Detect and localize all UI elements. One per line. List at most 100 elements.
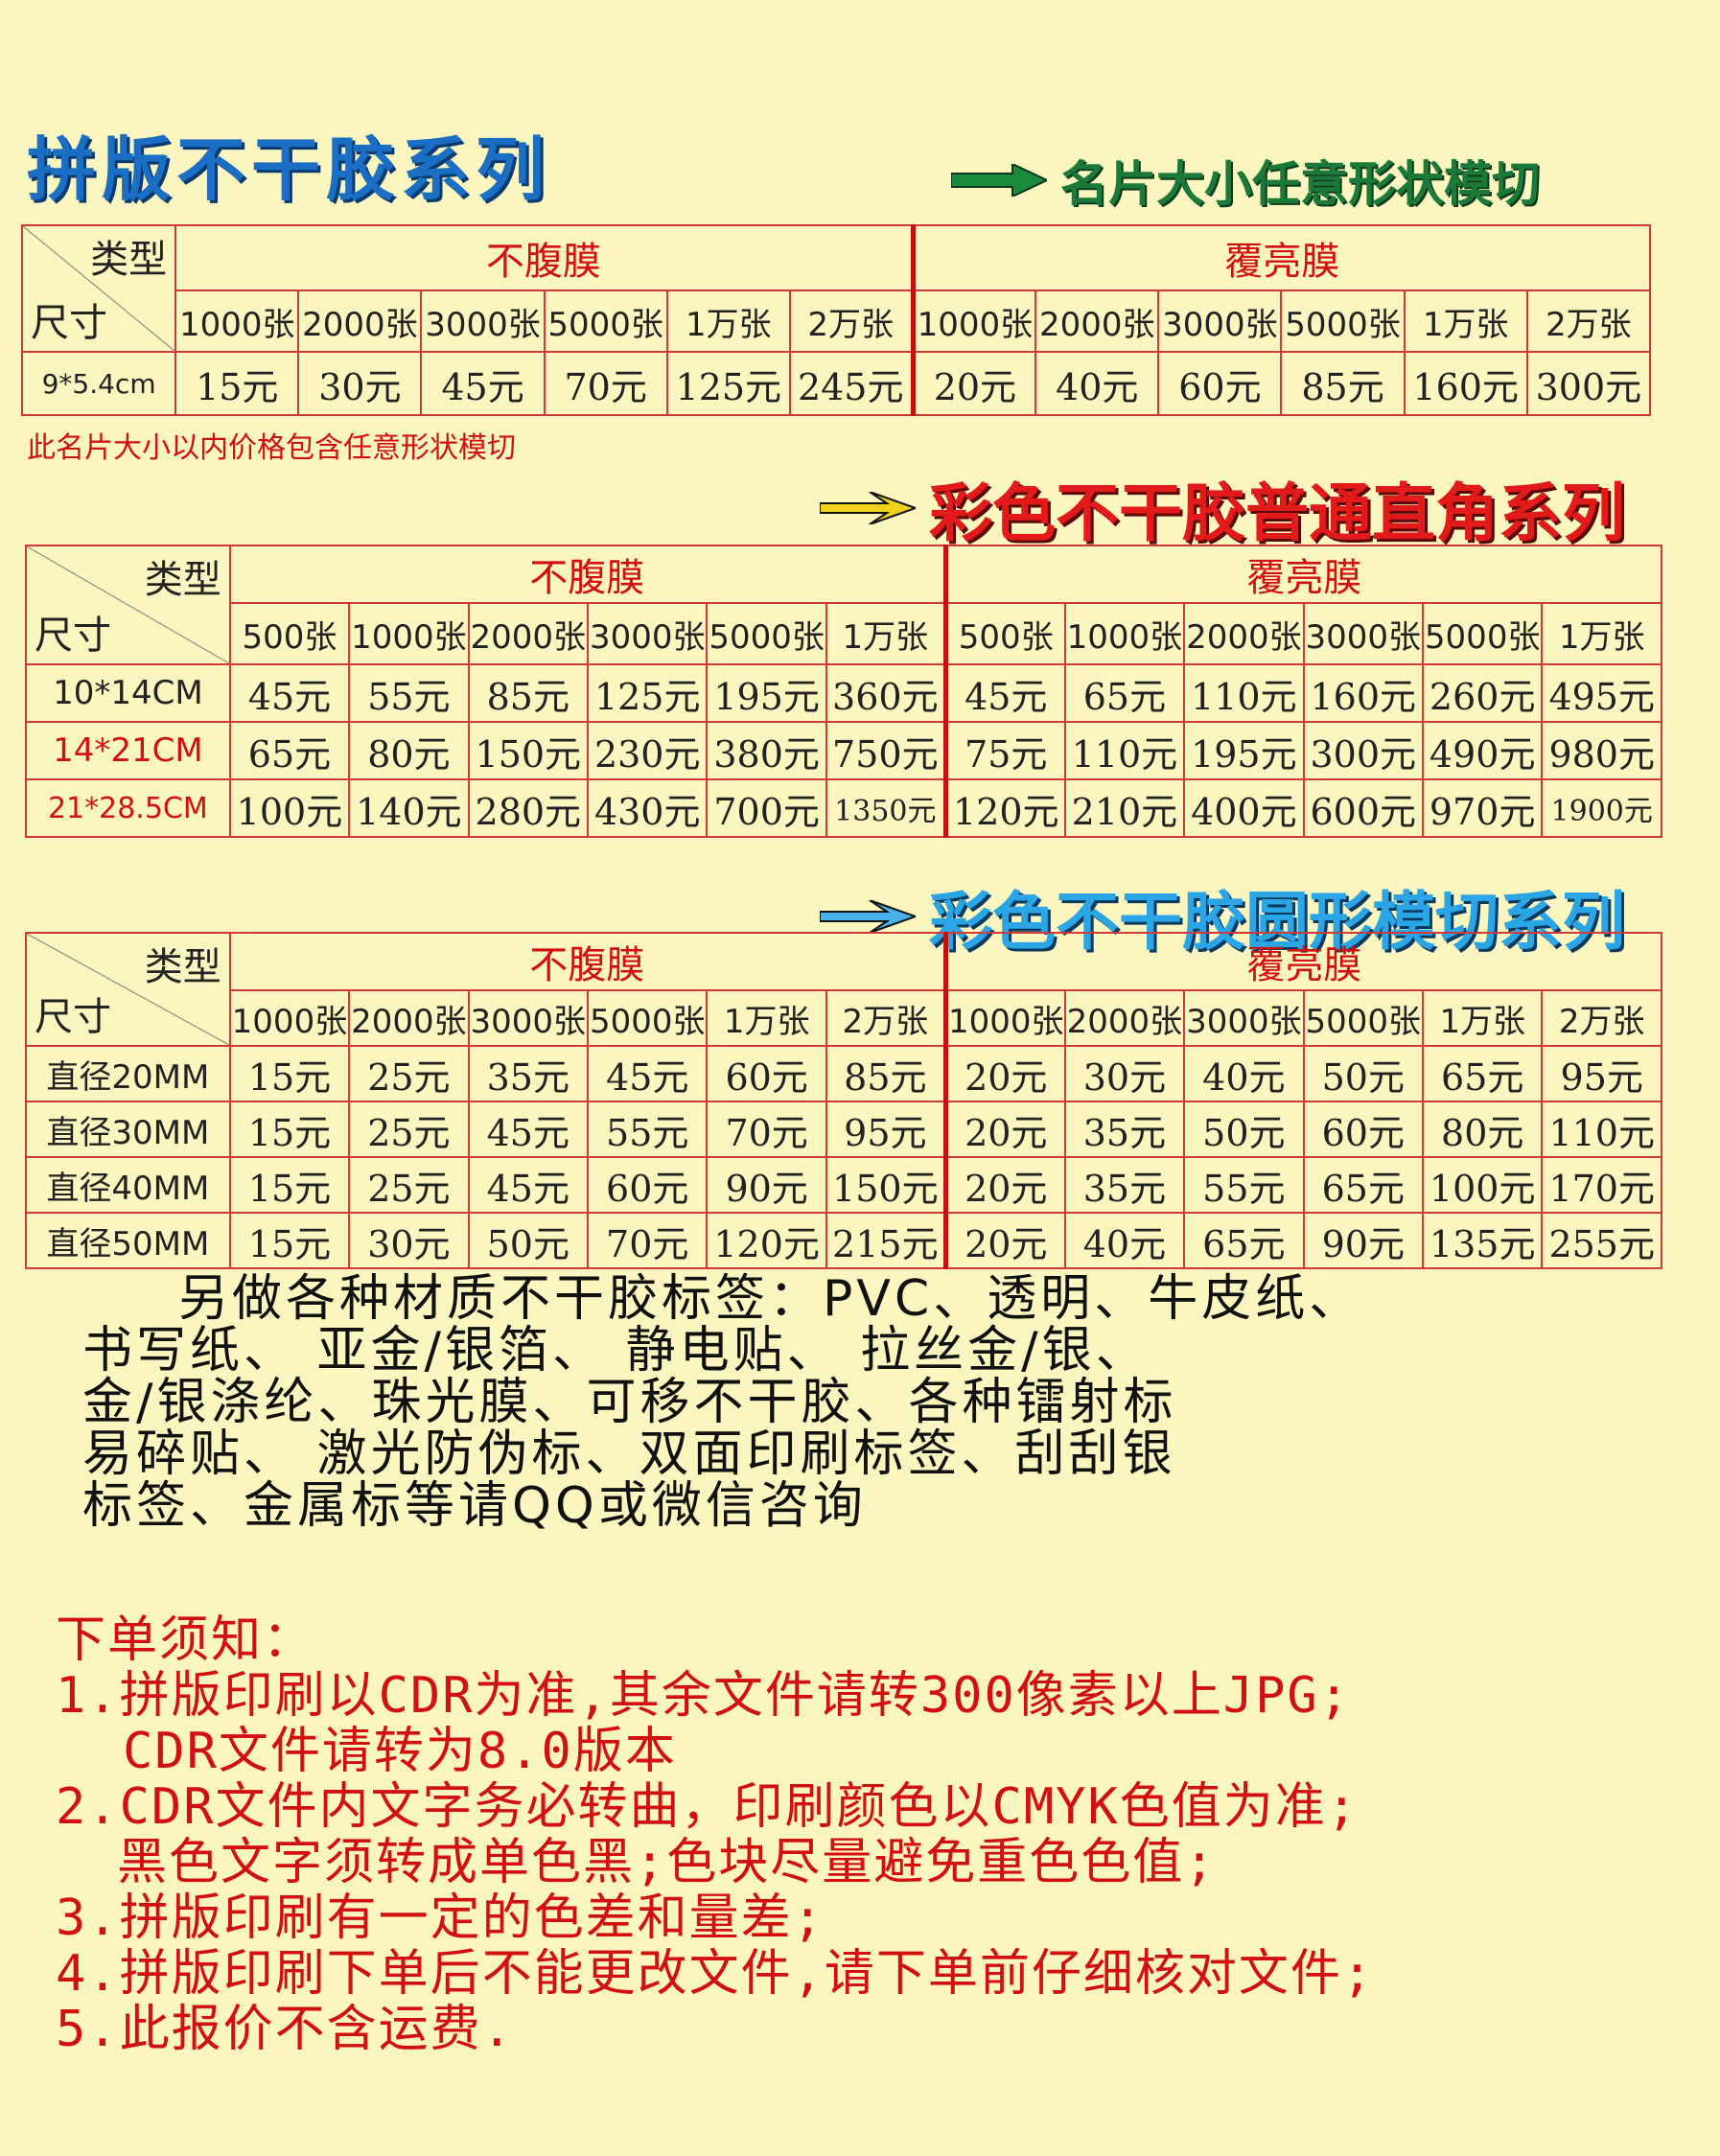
price-cell: 30元 — [297, 351, 423, 416]
price-cell: 70元 — [586, 1212, 709, 1269]
size-cell: 21*28.5CM — [25, 778, 231, 838]
materials-line: 书写纸、 亚金/银箔、 静电贴、 拉丝金/银、 — [82, 1322, 1150, 1379]
price-cell: 750元 — [825, 721, 948, 780]
price-cell: 245元 — [788, 351, 916, 416]
quantity-header: 3000张 — [1183, 989, 1305, 1047]
section-title: 彩色不干胶普通直角系列 — [929, 476, 1625, 550]
price-table-rectangle: 类型 尺寸 不腹膜 覆亮膜 500张 1000张 2000张 3000张 500… — [25, 545, 1662, 838]
price-cell: 360元 — [825, 663, 948, 723]
price-cell: 60元 — [706, 1045, 827, 1102]
table-row: 21*28.5CM 100元 140元 280元 430元 700元 1350元… — [25, 778, 1662, 838]
price-cell: 50元 — [1302, 1045, 1424, 1102]
quantity-header: 2万张 — [788, 290, 916, 353]
price-cell: 380元 — [706, 721, 827, 780]
group-header-gloss-film: 覆亮膜 — [912, 224, 1651, 291]
price-cell: 85元 — [1280, 351, 1406, 416]
price-cell: 260元 — [1421, 663, 1544, 723]
price-cell: 140元 — [348, 778, 470, 838]
quantity-header: 2万张 — [825, 989, 948, 1047]
price-cell: 60元 — [1302, 1101, 1424, 1158]
table-row: 直径50MM 15元 30元 50元 70元 120元 215元 20元 40元… — [25, 1212, 1662, 1269]
arrow-right-blue-icon — [820, 900, 916, 933]
price-cell: 80元 — [1421, 1101, 1544, 1158]
page-title: 拼版不干胶系列 — [27, 129, 551, 210]
price-cell: 80元 — [348, 721, 470, 780]
price-cell: 95元 — [1541, 1045, 1662, 1102]
price-cell: 280元 — [467, 778, 590, 838]
notice-line: 3.拼版印刷有一定的色差和量差; — [56, 1889, 825, 1947]
quantity-header: 3000张 — [467, 989, 590, 1047]
size-cell: 9*5.4cm — [20, 351, 177, 416]
price-cell: 100元 — [1421, 1156, 1544, 1214]
quantity-header: 5000张 — [586, 989, 709, 1047]
quantity-header: 5000张 — [1280, 290, 1406, 353]
price-cell: 255元 — [1541, 1212, 1662, 1269]
price-cell: 65元 — [1183, 1212, 1305, 1269]
quantity-header: 2000张 — [467, 602, 590, 665]
price-cell: 210元 — [1063, 778, 1186, 838]
section-header-rectangle: 彩色不干胶普通直角系列 — [820, 462, 1625, 554]
quantity-header: 5000张 — [706, 602, 827, 665]
group-header-no-film: 不腹膜 — [228, 932, 948, 991]
size-cell: 直径30MM — [25, 1101, 231, 1158]
price-cell: 120元 — [944, 778, 1066, 838]
price-cell: 20元 — [944, 1045, 1066, 1102]
price-cell: 40元 — [1063, 1212, 1186, 1269]
size-cell: 10*14CM — [25, 663, 231, 723]
price-cell: 495元 — [1541, 663, 1662, 723]
price-cell: 85元 — [825, 1045, 948, 1102]
notice-line: CDR文件请转为8.0版本 — [123, 1723, 677, 1780]
materials-line: 另做各种材质不干胶标签：PVC、透明、牛皮纸、 — [178, 1270, 1363, 1328]
price-cell: 65元 — [1063, 663, 1186, 723]
notice-line: 黑色文字须转成单色黑;色块尽量避免重色色值; — [117, 1834, 1217, 1891]
quantity-header: 2万张 — [1525, 290, 1652, 353]
table-row: 直径20MM 15元 25元 35元 45元 60元 85元 20元 30元 4… — [25, 1045, 1662, 1102]
notice-title: 下单须知： — [56, 1611, 315, 1669]
notice-line: 4.拼版印刷下单后不能更改文件,请下单前仔细核对文件; — [56, 1945, 1375, 2003]
size-cell: 直径40MM — [25, 1156, 231, 1214]
price-cell: 400元 — [1183, 778, 1305, 838]
notice-line: 5.此报价不含运费. — [56, 2001, 514, 2058]
price-cell: 55元 — [348, 663, 470, 723]
quantity-header: 3000张 — [1302, 602, 1424, 665]
quantity-header: 3000张 — [586, 602, 709, 665]
quantity-header: 1万张 — [825, 602, 948, 665]
price-cell: 55元 — [586, 1101, 709, 1158]
quantity-header: 2万张 — [1541, 989, 1662, 1047]
materials-line: 标签、金属标等请QQ或微信咨询 — [82, 1477, 867, 1535]
price-cell: 40元 — [1034, 351, 1160, 416]
price-cell: 110元 — [1541, 1101, 1662, 1158]
quantity-header: 1万张 — [706, 989, 827, 1047]
price-cell: 150元 — [825, 1156, 948, 1214]
price-cell: 15元 — [228, 1101, 351, 1158]
price-cell: 25元 — [348, 1156, 470, 1214]
price-cell: 65元 — [228, 721, 351, 780]
price-cell: 110元 — [1063, 721, 1186, 780]
price-cell: 300元 — [1302, 721, 1424, 780]
price-cell: 35元 — [1063, 1101, 1186, 1158]
price-cell: 15元 — [174, 351, 300, 416]
price-cell: 85元 — [467, 663, 590, 723]
quantity-header: 3000张 — [420, 290, 546, 353]
price-cell: 45元 — [228, 663, 351, 723]
corner-type-label: 类型 — [90, 238, 168, 282]
table-row: 10*14CM 45元 55元 85元 125元 195元 360元 45元 6… — [25, 663, 1662, 723]
corner-header: 类型 尺寸 — [25, 545, 231, 665]
business-card-note: 此名片大小以内价格包含任意形状模切 — [27, 431, 516, 465]
price-cell: 25元 — [348, 1045, 470, 1102]
price-cell: 65元 — [1302, 1156, 1424, 1214]
price-cell: 55元 — [1183, 1156, 1305, 1214]
table-row: 9*5.4cm 15元 30元 45元 70元 125元 245元 20元 40… — [20, 351, 1652, 416]
price-cell: 35元 — [467, 1045, 590, 1102]
price-cell: 195元 — [1183, 721, 1305, 780]
corner-type-label: 类型 — [144, 945, 221, 989]
materials-line: 易碎贴、 激光防伪标、双面印刷标签、刮刮银 — [82, 1426, 1176, 1483]
order-notice: 下单须知： 1.拼版印刷以CDR为准,其余文件请转300像素以上JPG; CDR… — [56, 1612, 1374, 2057]
price-cell: 1350元 — [825, 778, 948, 838]
arrow-right-green-icon — [951, 164, 1047, 197]
quantity-header: 3000张 — [1157, 290, 1283, 353]
quantity-header: 2000张 — [297, 290, 423, 353]
price-cell: 50元 — [467, 1212, 590, 1269]
group-header-gloss-film: 覆亮膜 — [944, 545, 1662, 604]
quantity-header: 2000张 — [348, 989, 470, 1047]
